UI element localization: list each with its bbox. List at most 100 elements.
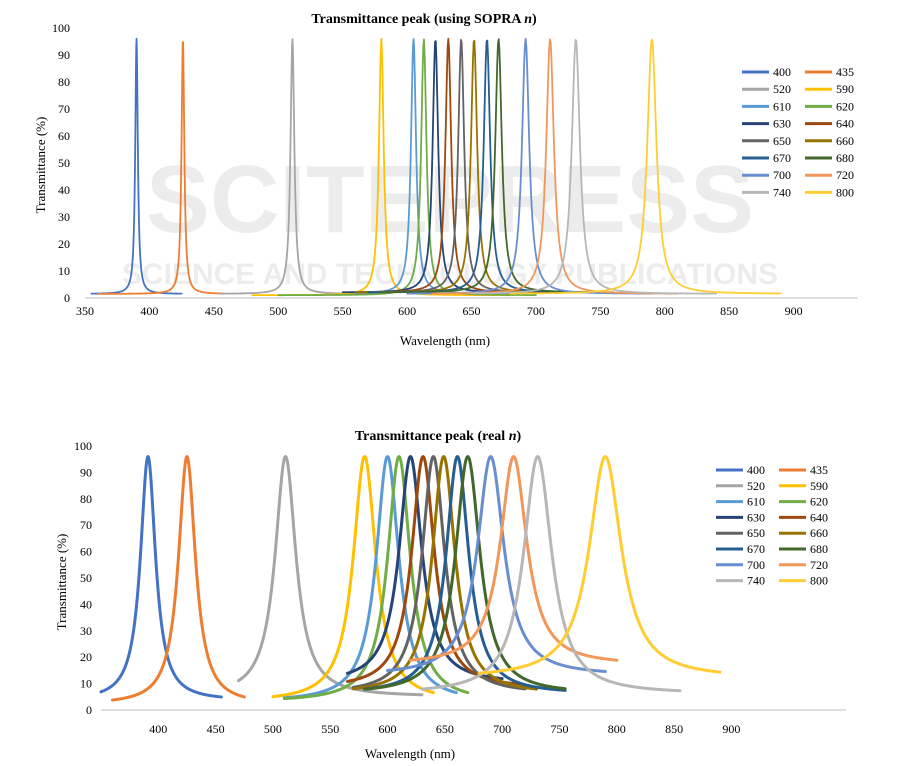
legend-label-680: 680 xyxy=(836,151,854,165)
series-700-line xyxy=(386,455,607,673)
x-tick-label: 800 xyxy=(656,304,674,318)
series-740-line xyxy=(420,455,682,693)
legend-label-590: 590 xyxy=(810,479,828,493)
legend-label-400: 400 xyxy=(747,463,765,477)
legend: 400 435 520 590 610 620 630 640 650 660 670 680 700 7… xyxy=(742,65,854,199)
legend-label-435: 435 xyxy=(810,463,828,477)
legend-label-640: 640 xyxy=(836,117,854,131)
y-tick-label: 70 xyxy=(80,518,92,532)
y-tick-label: 60 xyxy=(58,129,70,143)
x-tick-label: 450 xyxy=(205,304,223,318)
legend-label-650: 650 xyxy=(773,134,791,148)
x-tick-label: 350 xyxy=(76,304,94,318)
legend-label-800: 800 xyxy=(810,574,828,588)
y-axis-label: Transmittance (%) xyxy=(54,534,69,631)
watermark-subtitle: SCIENCE AND TECHNOLOGY PUBLICATIONS xyxy=(122,258,778,291)
x-tick-label: 650 xyxy=(463,304,481,318)
x-tick-label: 700 xyxy=(493,722,511,736)
series-620-line xyxy=(282,455,470,701)
y-tick-label: 100 xyxy=(52,21,70,35)
series-620-line xyxy=(277,38,537,297)
y-axis-label: Transmittance (%) xyxy=(33,117,48,214)
series-740-line xyxy=(470,39,718,295)
y-tick-label: 10 xyxy=(58,264,70,278)
y-tick-label: 0 xyxy=(64,291,70,305)
legend-label-610: 610 xyxy=(773,99,791,113)
x-tick-label: 550 xyxy=(321,722,339,736)
chart-sopra: Transmittance peak (using SOPRA n) Trans… xyxy=(33,12,858,348)
legend-label-590: 590 xyxy=(836,82,854,96)
legend-label-700: 700 xyxy=(773,168,791,182)
chart-title: Transmittance peak (using SOPRA n) xyxy=(311,12,537,27)
legend-label-670: 670 xyxy=(773,151,791,165)
x-tick-label: 900 xyxy=(722,722,740,736)
x-tick-label: 900 xyxy=(785,304,803,318)
x-tick-label: 850 xyxy=(665,722,683,736)
x-tick-label: 500 xyxy=(264,722,282,736)
series-670-line xyxy=(363,455,567,692)
x-tick-label: 450 xyxy=(207,722,225,736)
watermark-text: SCITEPRESS xyxy=(146,146,754,253)
y-tick-label: 50 xyxy=(80,571,92,585)
x-tick-label: 700 xyxy=(527,304,545,318)
legend-label-740: 740 xyxy=(773,185,791,199)
x-tick-label: 850 xyxy=(720,304,738,318)
x-tick-label: 750 xyxy=(591,304,609,318)
x-tick-label: 750 xyxy=(550,722,568,736)
series-660-line xyxy=(351,455,539,691)
y-tick-label: 30 xyxy=(58,210,70,224)
legend-label-650: 650 xyxy=(747,526,765,540)
x-tick-label: 500 xyxy=(269,304,287,318)
series-680-line xyxy=(363,455,567,691)
legend-label-520: 520 xyxy=(773,82,791,96)
legend-label-670: 670 xyxy=(747,542,765,556)
y-tick-label: 40 xyxy=(58,183,70,197)
axes: 0 10 20 30 40 50 60 70 80 90 100 400 450 500 550 600 650… xyxy=(74,439,846,736)
series-640-line xyxy=(345,455,527,687)
series-435-line xyxy=(110,455,246,702)
legend-label-400: 400 xyxy=(773,65,791,79)
y-tick-label: 60 xyxy=(80,545,92,559)
legend-label-620: 620 xyxy=(810,495,828,509)
series-group xyxy=(90,37,782,297)
legend-label-610: 610 xyxy=(747,495,765,509)
x-tick-label: 600 xyxy=(398,304,416,318)
series-800-line xyxy=(509,38,782,295)
x-tick-label: 650 xyxy=(436,722,454,736)
series-400-line xyxy=(99,455,223,699)
x-tick-label: 550 xyxy=(334,304,352,318)
legend-label-630: 630 xyxy=(773,117,791,131)
y-tick-label: 10 xyxy=(80,677,92,691)
y-tick-label: 30 xyxy=(80,624,92,638)
legend-label-700: 700 xyxy=(747,558,765,572)
y-tick-label: 20 xyxy=(58,237,70,251)
series-800-line xyxy=(477,455,722,675)
x-tick-label: 600 xyxy=(379,722,397,736)
axes: 0 10 20 30 40 50 60 70 80 90 100 350 400 450 500 550 600… xyxy=(52,21,858,318)
x-tick-label: 800 xyxy=(608,722,626,736)
y-tick-label: 50 xyxy=(58,156,70,170)
series-610-line xyxy=(282,455,458,700)
legend-label-660: 660 xyxy=(836,134,854,148)
legend-label-435: 435 xyxy=(836,65,854,79)
legend-label-660: 660 xyxy=(810,526,828,540)
series-520-line xyxy=(237,455,424,697)
legend-label-640: 640 xyxy=(810,510,828,524)
y-tick-label: 70 xyxy=(58,102,70,116)
y-tick-label: 80 xyxy=(80,492,92,506)
y-tick-label: 40 xyxy=(80,597,92,611)
legend-label-720: 720 xyxy=(836,168,854,182)
x-tick-label: 400 xyxy=(140,304,158,318)
legend-label-740: 740 xyxy=(747,574,765,588)
x-axis-label: Wavelength (nm) xyxy=(400,333,490,348)
x-tick-label: 400 xyxy=(149,722,167,736)
x-axis-label: Wavelength (nm) xyxy=(365,746,455,761)
series-720-line xyxy=(408,455,619,662)
legend-label-800: 800 xyxy=(836,185,854,199)
y-tick-label: 0 xyxy=(86,703,92,717)
watermark: SCITEPRESS SCIENCE AND TECHNOLOGY PUBLIC… xyxy=(122,146,778,291)
y-tick-label: 90 xyxy=(58,48,70,62)
y-tick-label: 100 xyxy=(74,439,92,453)
series-group xyxy=(99,455,722,702)
